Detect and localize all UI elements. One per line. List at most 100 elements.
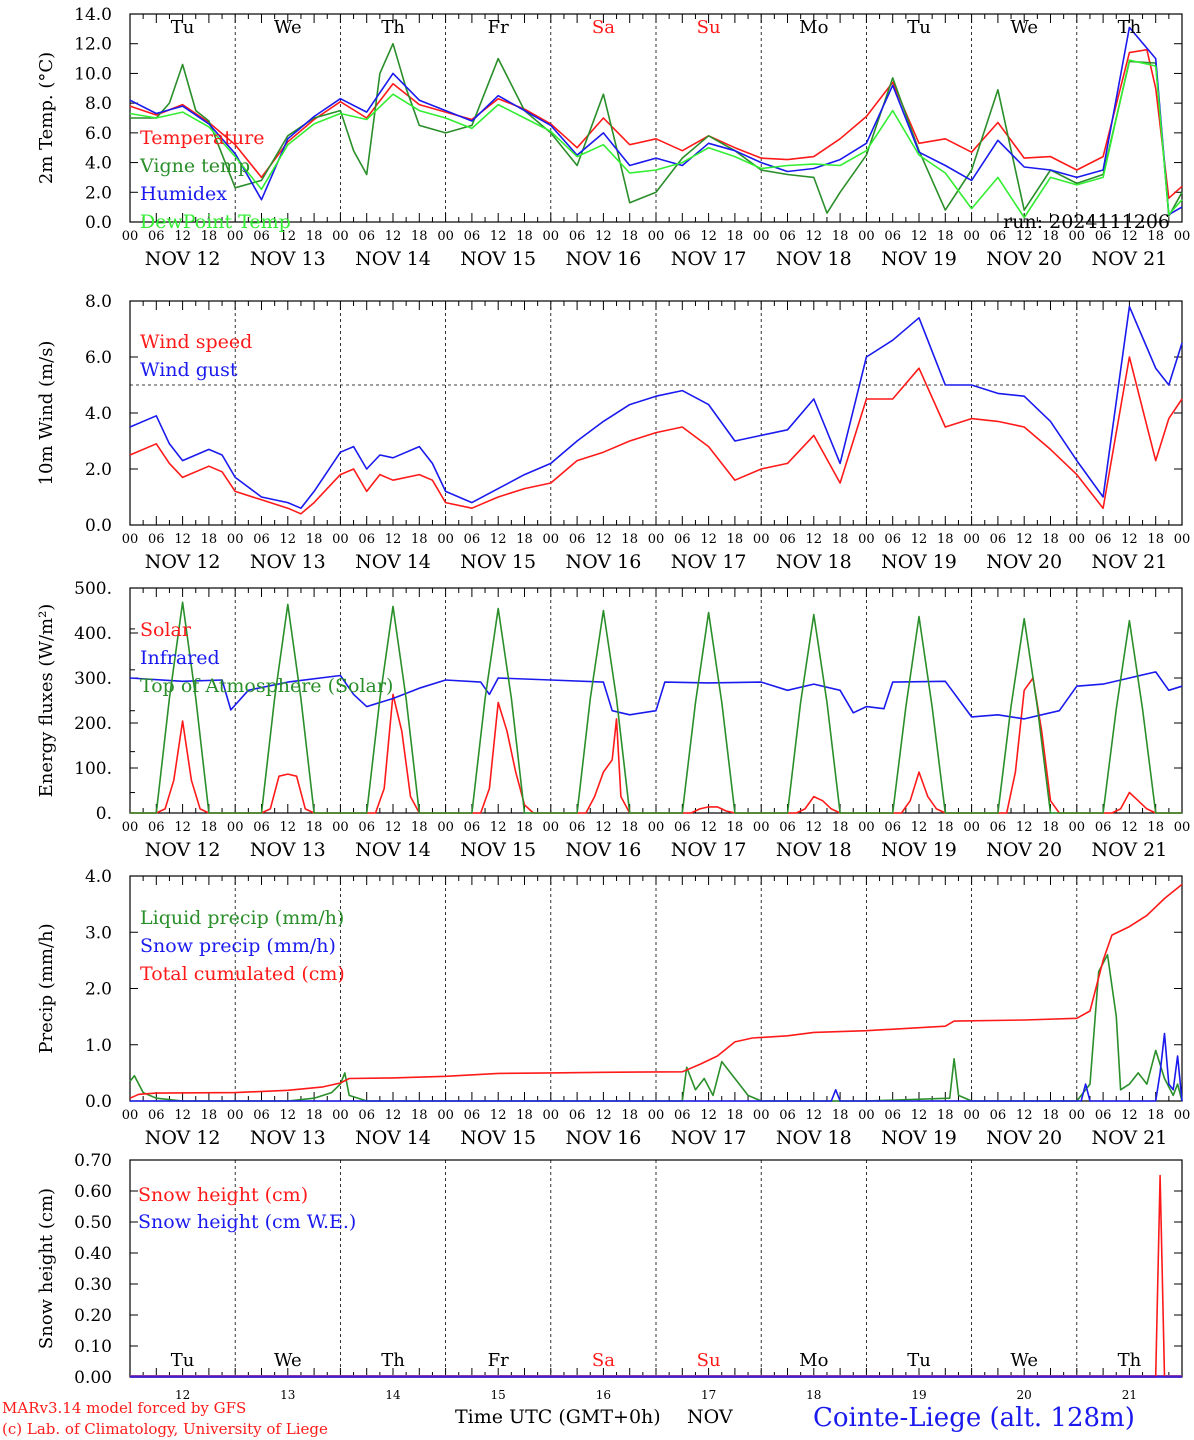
y-tick-label: 0.0: [85, 516, 112, 536]
hour-label: 18: [516, 532, 533, 547]
hour-label: 12: [490, 229, 507, 244]
hour-label: 00: [227, 820, 244, 835]
day-number-label: 17: [701, 1388, 716, 1402]
y-axis-label: Precip (mm/h): [36, 923, 57, 1053]
hour-label: 00: [1069, 532, 1086, 547]
y-tick-label: 6.0: [85, 348, 112, 368]
hour-label: 00: [1069, 820, 1086, 835]
date-label: NOV 18: [776, 248, 852, 270]
hour-label: 12: [806, 820, 823, 835]
hour-label: 18: [937, 229, 954, 244]
hour-label: 12: [911, 229, 928, 244]
date-label: NOV 14: [355, 248, 431, 270]
hour-label: 06: [884, 532, 901, 547]
legend-label: DewPoint Temp: [140, 211, 291, 233]
date-label: NOV 15: [460, 1127, 536, 1149]
panel-3: [129, 587, 1183, 814]
hour-label: 12: [806, 532, 823, 547]
weekday-label: Tu: [907, 17, 931, 38]
y-tick-label: 0.0: [85, 213, 112, 233]
hour-label: 12: [1016, 532, 1033, 547]
hour-label: 18: [621, 1108, 638, 1123]
hour-label: 00: [753, 1108, 770, 1123]
date-label: NOV 13: [250, 839, 326, 861]
hour-label: 00: [1174, 1108, 1191, 1123]
date-label: NOV 15: [460, 248, 536, 270]
day-number-label: 14: [385, 1388, 401, 1402]
hour-label: 00: [227, 1108, 244, 1123]
hour-label: 06: [358, 820, 375, 835]
y-tick-label: 500.: [74, 579, 112, 599]
hour-label: 00: [1174, 532, 1191, 547]
hour-label: 06: [990, 820, 1007, 835]
hour-label: 18: [1147, 1108, 1164, 1123]
y-tick-label: 8.0: [85, 292, 112, 312]
weekday-label: Fr: [488, 17, 509, 38]
hour-label: 18: [727, 532, 744, 547]
hour-label: 12: [595, 1108, 612, 1123]
hour-label: 12: [490, 532, 507, 547]
y-axis-label: Snow height (cm): [36, 1188, 57, 1349]
date-label: NOV 12: [145, 248, 221, 270]
date-label: NOV 21: [1091, 248, 1167, 270]
hour-label: 18: [201, 1108, 218, 1123]
date-label: NOV 18: [776, 551, 852, 573]
legend-label: Total cumulated (cm): [140, 963, 345, 985]
hour-label: 12: [280, 820, 297, 835]
hour-label: 00: [543, 820, 560, 835]
legend-label: Top of Atmosphere (Solar): [140, 675, 393, 697]
y-tick-label: 100.: [74, 759, 112, 779]
day-number-label: 18: [806, 1388, 821, 1402]
hour-label: 12: [595, 820, 612, 835]
hour-label: 12: [1121, 532, 1138, 547]
legend-label: Vigne temp: [139, 155, 250, 177]
hour-label: 06: [884, 820, 901, 835]
legend-label: Snow precip (mm/h): [140, 935, 336, 957]
hour-label: 00: [332, 820, 349, 835]
weekday-label: We: [274, 1350, 302, 1371]
hour-label: 06: [674, 532, 691, 547]
weekday-label: Tu: [171, 17, 195, 38]
hour-label: 00: [1069, 1108, 1086, 1123]
hour-label: 18: [832, 229, 849, 244]
date-label: NOV 21: [1091, 1127, 1167, 1149]
hour-label: 06: [253, 532, 270, 547]
hour-label: 00: [648, 1108, 665, 1123]
copyright-credit: (c) Lab. of Climatology, University of L…: [2, 1420, 328, 1438]
hour-label: 18: [832, 1108, 849, 1123]
weekday-label: Su: [697, 1350, 721, 1371]
date-label: NOV 15: [460, 551, 536, 573]
hour-label: 00: [648, 820, 665, 835]
hour-label: 00: [543, 229, 560, 244]
hour-label: 06: [990, 229, 1007, 244]
hour-label: 12: [385, 820, 402, 835]
model-credit: MARv3.14 model forced by GFS: [2, 1399, 247, 1417]
hour-label: 12: [1016, 1108, 1033, 1123]
hour-label: 06: [148, 229, 165, 244]
hour-label: 12: [174, 1108, 191, 1123]
hour-label: 06: [779, 229, 796, 244]
date-label: NOV 16: [565, 248, 641, 270]
hour-label: 18: [1042, 820, 1059, 835]
weekday-label: We: [1010, 17, 1038, 38]
y-tick-label: 0.10: [74, 1337, 112, 1357]
weekday-label: Sa: [592, 17, 615, 38]
date-label: NOV 19: [881, 551, 957, 573]
hour-label: 06: [253, 1108, 270, 1123]
hour-label: 18: [306, 1108, 323, 1123]
hour-label: 06: [464, 532, 481, 547]
date-label: NOV 15: [460, 839, 536, 861]
month-label: NOV: [687, 1406, 733, 1428]
hour-label: 12: [490, 820, 507, 835]
hour-label: 12: [806, 1108, 823, 1123]
date-label: NOV 16: [565, 839, 641, 861]
hour-label: 06: [779, 532, 796, 547]
y-tick-label: 200.: [74, 714, 112, 734]
legend-label: Snow height (cm W.E.): [138, 1211, 356, 1233]
hour-label: 06: [674, 820, 691, 835]
weekday-label: Th: [1118, 17, 1142, 38]
y-tick-label: 400.: [74, 624, 112, 644]
legend-label: Temperature: [140, 127, 264, 149]
hour-label: 06: [148, 820, 165, 835]
